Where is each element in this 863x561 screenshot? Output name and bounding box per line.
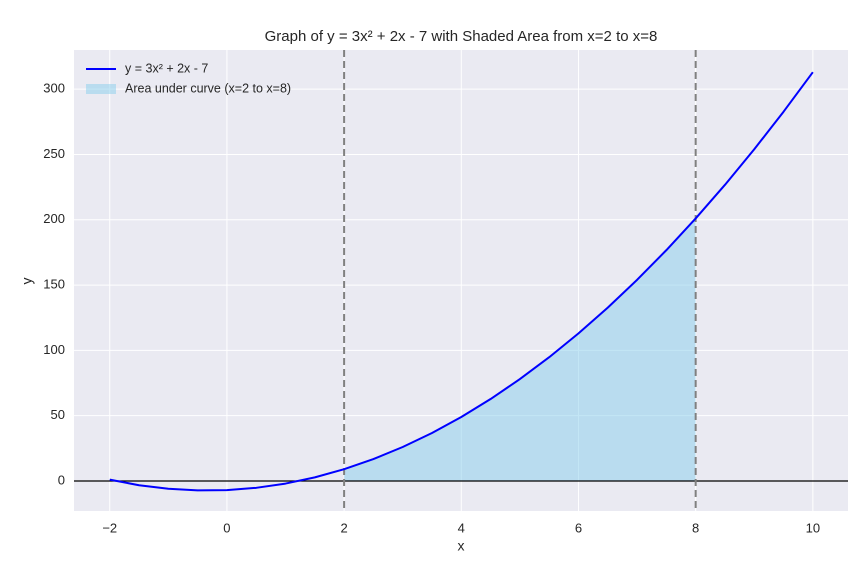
y-tick-label: 0 — [58, 472, 65, 487]
y-axis-label: y — [19, 278, 35, 285]
y-tick-label: 100 — [43, 342, 65, 357]
x-tick-label: 0 — [223, 520, 230, 535]
y-tick-label: 250 — [43, 146, 65, 161]
x-tick-label: −2 — [102, 520, 117, 535]
y-tick-label: 50 — [51, 407, 65, 422]
y-tick-label: 300 — [43, 81, 65, 96]
legend-label: y = 3x² + 2x - 7 — [125, 61, 208, 75]
curve — [109, 71, 814, 492]
y-tick-label: 150 — [43, 277, 65, 292]
x-tick-label: 6 — [575, 520, 582, 535]
chart-title: Graph of y = 3x² + 2x - 7 with Shaded Ar… — [265, 28, 658, 45]
legend-label: Area under curve (x=2 to x=8) — [125, 81, 291, 95]
x-tick-label: 2 — [340, 520, 347, 535]
shaded-area — [344, 218, 696, 481]
x-tick-label: 4 — [458, 520, 465, 535]
y-tick-label: 200 — [43, 211, 65, 226]
x-tick-label: 10 — [806, 520, 820, 535]
legend-swatch — [86, 84, 116, 94]
x-axis-label: x — [458, 538, 465, 554]
x-tick-label: 8 — [692, 520, 699, 535]
